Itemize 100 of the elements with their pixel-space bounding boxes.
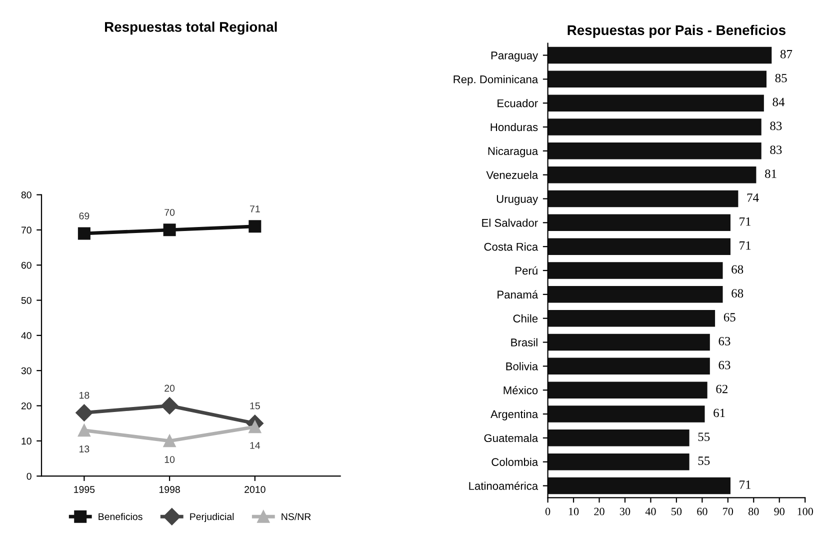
y-tick-label: 50 (21, 296, 32, 304)
bar (548, 477, 730, 494)
data-label: 83 (770, 122, 782, 130)
data-label: 71 (740, 480, 751, 489)
data-label: 84 (772, 98, 785, 106)
bar (548, 94, 764, 112)
x-tick-label: 2010 (244, 486, 266, 493)
bar (548, 238, 730, 255)
y-tick-label: 20 (21, 402, 32, 410)
y-tick-label: Brasil (511, 338, 538, 346)
bar (548, 382, 708, 398)
y-tick-label: México (504, 386, 538, 394)
y-tick-label: Chile (513, 314, 538, 322)
data-label: 69 (79, 212, 90, 220)
y-tick-label: Venezuela (486, 170, 538, 179)
y-tick-label: 10 (22, 438, 32, 445)
y-tick-label: Honduras (490, 122, 538, 132)
data-label: 62 (716, 384, 728, 394)
data-label: 13 (80, 446, 90, 452)
bar (548, 262, 723, 279)
x-tick-label: 0 (545, 508, 550, 516)
point (163, 224, 176, 236)
y-tick-label: Perú (516, 266, 538, 275)
data-label: 55 (698, 456, 710, 465)
y-tick-label: Nicaragua (488, 146, 538, 158)
bar (548, 214, 730, 232)
point (161, 397, 178, 414)
bar (548, 358, 710, 375)
bar (548, 286, 723, 303)
point (76, 404, 93, 422)
x-tick-label: 60 (697, 508, 708, 516)
data-label: 10 (164, 456, 175, 463)
data-label: 61 (714, 408, 725, 418)
x-tick-label: 100 (798, 508, 814, 516)
data-label: 63 (718, 360, 730, 370)
y-tick-label: Guatemala (484, 434, 538, 442)
data-label: 14 (250, 442, 260, 449)
x-tick-label: 1998 (159, 486, 180, 493)
data-label: 74 (747, 194, 759, 202)
x-tick-label: 10 (568, 508, 579, 516)
y-tick-label: Costa Rica (484, 242, 538, 251)
legend-label: Perjudicial (190, 512, 234, 522)
point (248, 220, 262, 233)
data-label: 65 (724, 313, 736, 322)
y-tick-label: Latinoamérica (469, 482, 538, 490)
y-tick-label: Uruguay (496, 195, 538, 206)
bar (548, 334, 710, 351)
bar (548, 118, 762, 136)
data-label: 68 (732, 265, 744, 274)
bar (548, 190, 738, 208)
y-tick-label: Paraguay (491, 52, 538, 62)
data-label: 71 (250, 206, 260, 212)
y-tick-label: Colombia (492, 458, 538, 466)
x-tick-label: 50 (672, 508, 682, 516)
chart-title: Respuestas por Pais - Beneficios (568, 24, 786, 38)
data-label: 63 (718, 336, 730, 346)
point (163, 434, 176, 448)
bar (548, 310, 716, 327)
data-label: 87 (780, 50, 792, 58)
data-label: 68 (732, 289, 744, 298)
y-tick-label: El Salvador (482, 218, 538, 227)
data-label: 71 (740, 217, 751, 226)
y-tick-label: Rep. Dominicana (454, 75, 538, 86)
data-label: 18 (80, 392, 90, 399)
chart-title: Respuestas total Regional (105, 22, 277, 35)
y-tick-label: 80 (21, 191, 32, 198)
x-tick-label: 40 (645, 508, 656, 516)
data-label: 71 (740, 241, 751, 250)
point (78, 424, 90, 437)
legend-label: NS/NR (282, 512, 311, 520)
y-tick-label: Bolivia (506, 362, 538, 370)
bar (548, 70, 767, 88)
x-tick-label: 30 (620, 508, 630, 516)
data-label: 81 (765, 170, 776, 178)
y-tick-label: 60 (21, 262, 32, 269)
x-tick-label: 90 (774, 508, 784, 516)
data-label: 85 (775, 74, 787, 82)
bar (548, 166, 756, 184)
y-tick-label: Argentina (490, 410, 538, 420)
x-tick-label: 70 (723, 508, 734, 516)
bar (548, 430, 690, 446)
y-tick-label: 40 (21, 332, 32, 340)
bar (548, 46, 772, 64)
y-tick-label: 70 (21, 226, 32, 234)
x-tick-label: 20 (594, 508, 604, 516)
bar (548, 406, 705, 422)
y-tick-label: 0 (26, 472, 32, 480)
x-tick-label: 1995 (74, 486, 95, 493)
data-label: 15 (250, 402, 260, 410)
data-label: 20 (164, 384, 175, 392)
y-tick-label: Ecuador (498, 99, 538, 108)
y-tick-label: 30 (21, 367, 32, 374)
point (78, 227, 90, 240)
x-tick-label: 80 (748, 508, 759, 516)
y-tick-label: Panamá (498, 290, 538, 299)
bar (548, 453, 690, 470)
data-label: 83 (770, 146, 782, 154)
legend-label: Beneficios (98, 512, 142, 520)
data-label: 70 (164, 208, 175, 216)
bar (548, 142, 762, 160)
